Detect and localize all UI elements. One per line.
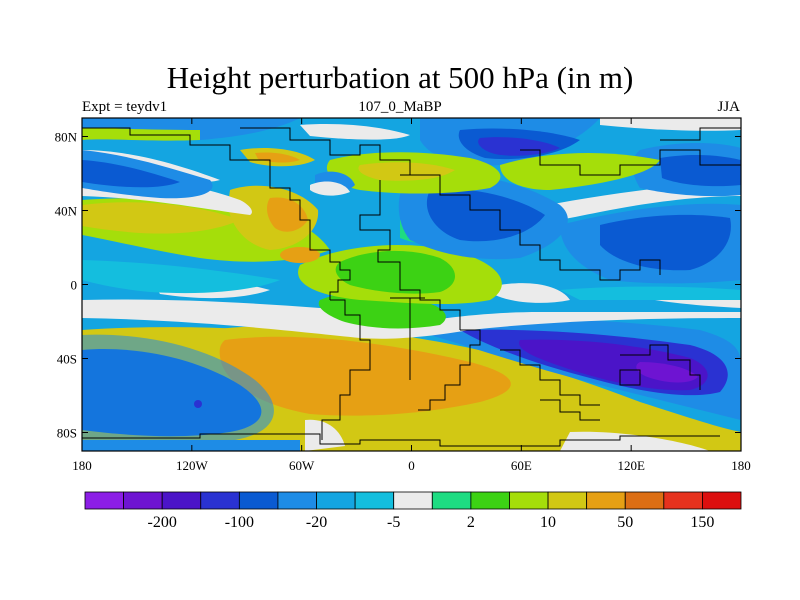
x-tick-label: 180 (731, 458, 751, 473)
colorbar-swatch (431, 491, 472, 510)
y-tick-label: 0 (71, 278, 78, 293)
colorbar-swatch (702, 491, 742, 510)
colorbar-swatch (509, 491, 549, 510)
x-tick-label: 180 (72, 458, 92, 473)
axis-ticks: 180 120W 60W 0 60E 120E 180 80N 40N 0 40S 80S (55, 118, 751, 473)
x-tick-label: 60E (511, 458, 532, 473)
colorbar-swatch (393, 491, 433, 510)
colorbar-label: -100 (225, 514, 254, 531)
colorbar-label: 10 (540, 514, 556, 531)
colorbar-swatch (123, 491, 163, 510)
colorbar-swatch (316, 491, 356, 510)
plot-title: Height perturbation at 500 hPa (in m) (166, 60, 634, 95)
y-tick-label: 80N (55, 130, 78, 145)
y-tick-label: 40S (57, 352, 77, 367)
map-plot-area (82, 118, 741, 451)
colorbar-swatch (547, 491, 588, 510)
x-tick-label: 0 (408, 458, 415, 473)
colorbar-swatch (663, 491, 703, 510)
colorbar-swatch (161, 491, 202, 510)
colorbar-swatch (586, 491, 626, 510)
x-tick-label: 120E (617, 458, 645, 473)
colorbar: -200 -100 -20 -5 2 10 50 150 (84, 491, 742, 531)
x-tick-label: 120W (176, 458, 209, 473)
colorbar-label: -20 (306, 514, 327, 531)
x-tick-label: 60W (289, 458, 315, 473)
y-tick-label: 80S (57, 426, 77, 441)
colorbar-label: 50 (617, 514, 633, 531)
colorbar-swatch (624, 491, 665, 510)
colorbar-swatch (238, 491, 279, 510)
colorbar-label: -200 (148, 514, 177, 531)
colorbar-swatch (200, 491, 240, 510)
y-tick-label: 40N (55, 204, 78, 219)
time-label: 107_0_MaBP (358, 99, 442, 115)
coastlines (82, 127, 741, 447)
colorbar-swatch (470, 491, 510, 510)
colorbar-label: 2 (467, 514, 475, 531)
colorbar-swatch (84, 491, 124, 510)
colorbar-swatch (277, 491, 317, 510)
colorbar-label: -5 (387, 514, 400, 531)
season-label: JJA (717, 99, 740, 115)
colorbar-swatch (354, 491, 395, 510)
colorbar-label: 150 (690, 514, 714, 531)
experiment-label: Expt = teydv1 (82, 99, 168, 115)
